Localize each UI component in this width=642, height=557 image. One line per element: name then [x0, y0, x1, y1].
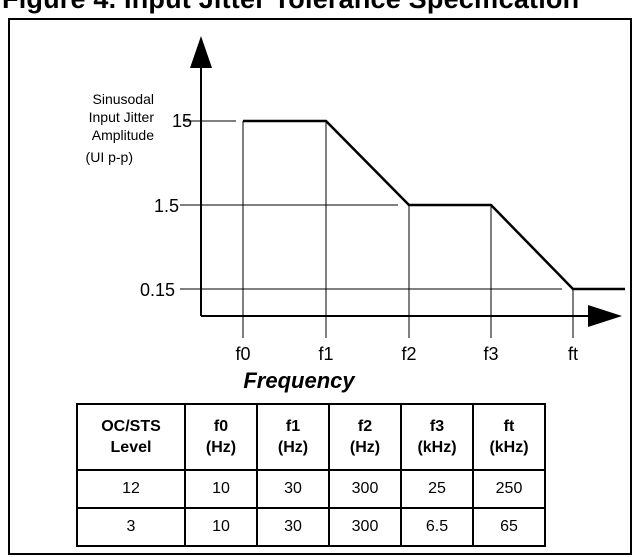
header-f0: f0 (Hz) — [184, 403, 258, 471]
x-tick-label-ft: ft — [568, 344, 578, 364]
y-axis-label-line-2: Input Jitter — [89, 109, 155, 125]
y-axis-label-line-1: Sinusodal — [93, 91, 155, 107]
header-f1: f1 (Hz) — [256, 403, 330, 471]
table-cell: 30 — [256, 469, 330, 509]
table-cell: 250 — [472, 469, 546, 509]
title-strip: Figure 4. Input Jitter Tolerance Specifi… — [0, 0, 642, 24]
y-axis-label-line-3: Amplitude — [92, 127, 154, 143]
table-cell: 10 — [184, 469, 258, 509]
header-f3: f3 (kHz) — [400, 403, 474, 471]
jitter-tolerance-chart: Sinusodal Input Jitter Amplitude (UI p-p… — [86, 36, 625, 393]
figure-title: Figure 4. Input Jitter Tolerance Specifi… — [2, 0, 579, 15]
table-cell: 25 — [400, 469, 474, 509]
jitter-spec-table: OC/STS Level f0 (Hz) f1 (Hz) f2 (Hz) f3 (kHz)… — [76, 403, 546, 547]
table-cell: 3 — [76, 507, 186, 547]
x-axis-label: Frequency — [243, 368, 356, 393]
table-cell: 12 — [76, 469, 186, 509]
table-header-row: OC/STS Level f0 (Hz) f1 (Hz) f2 (Hz) f3 (kHz)… — [76, 403, 546, 471]
table-cell: 30 — [256, 507, 330, 547]
header-oc-sts-level: OC/STS Level — [76, 403, 186, 471]
table-cell: 300 — [328, 469, 402, 509]
table-cell: 65 — [472, 507, 546, 547]
table-cell: 300 — [328, 507, 402, 547]
table-row: 3 10 30 300 6.5 65 — [76, 507, 546, 547]
x-tick-label-f2: f2 — [401, 344, 416, 364]
x-tick-label-f3: f3 — [483, 344, 498, 364]
y-tick-label-0.15: 0.15 — [140, 280, 175, 300]
figure-frame — [8, 18, 632, 555]
header-ft: ft (kHz) — [472, 403, 546, 471]
x-tick-label-f0: f0 — [235, 344, 250, 364]
y-tick-label-1.5: 1.5 — [154, 196, 179, 216]
table-cell: 6.5 — [400, 507, 474, 547]
jitter-tolerance-curve — [243, 119, 625, 291]
table-row: 12 10 30 300 25 250 — [76, 469, 546, 509]
x-axis-arrow — [588, 305, 622, 327]
y-axis-arrow — [190, 36, 212, 68]
table-cell: 10 — [184, 507, 258, 547]
x-tick-label-f1: f1 — [318, 344, 333, 364]
y-tick-label-15: 15 — [172, 111, 192, 131]
header-f2: f2 (Hz) — [328, 403, 402, 471]
y-axis-unit: (UI p-p) — [86, 149, 133, 165]
